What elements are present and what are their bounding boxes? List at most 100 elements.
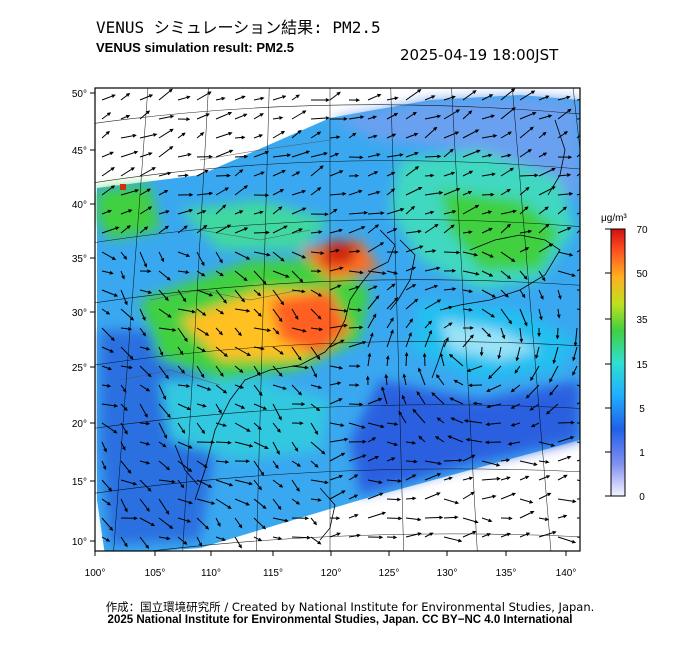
- wind-arrow: [424, 320, 433, 329]
- wind-arrow: [120, 92, 131, 101]
- wind-arrow: [196, 536, 203, 547]
- wind-arrow: [101, 365, 113, 371]
- wind-arrow: [386, 297, 399, 310]
- wind-arrow: [120, 308, 135, 321]
- wind-arrow: [538, 270, 546, 282]
- wind-arrow: [519, 112, 537, 120]
- wind-arrow: [462, 251, 479, 257]
- wind-arrow: [120, 251, 128, 260]
- wind-arrow: [500, 188, 511, 196]
- legend-tick-label: 15: [636, 360, 648, 371]
- wind-arrow: [234, 154, 249, 159]
- map-title-japanese: VENUS シミュレーション結果: PM2.5: [96, 18, 381, 37]
- wind-arrow: [472, 401, 483, 406]
- wind-arrow: [348, 474, 359, 481]
- wind-arrow: [405, 318, 414, 329]
- wind-arrow: [120, 225, 131, 234]
- wind-arrow: [329, 135, 341, 140]
- wind-arrow: [291, 94, 300, 101]
- map-frame: [94, 87, 581, 552]
- wind-arrow: [500, 476, 511, 481]
- wind-arrow: [348, 402, 364, 407]
- wind-arrow: [453, 379, 464, 386]
- wind-arrow: [291, 516, 310, 521]
- wind-arrow: [405, 205, 416, 215]
- wind-arrow: [443, 250, 461, 255]
- lat-tick-label: 45°: [72, 146, 87, 157]
- wind-arrow: [196, 498, 216, 505]
- wind-arrow: [196, 479, 213, 488]
- wind-arrow: [177, 365, 186, 374]
- wind-arrow: [535, 346, 540, 360]
- wind-arrow: [158, 210, 170, 215]
- wind-arrow: [576, 422, 580, 424]
- wind-arrow: [329, 192, 347, 196]
- wind-arrow: [481, 289, 497, 298]
- wind-arrow: [519, 289, 526, 299]
- wind-arrow: [538, 517, 550, 521]
- wind-arrow: [291, 110, 307, 120]
- wind-arrow: [158, 171, 172, 177]
- wind-arrow: [310, 116, 330, 120]
- wind-arrow: [529, 403, 540, 411]
- wind-arrow: [272, 441, 280, 455]
- wind-arrow: [519, 247, 530, 253]
- wind-arrow: [253, 270, 267, 285]
- wind-arrow: [447, 435, 464, 443]
- wind-arrow: [272, 460, 279, 470]
- wind-arrow: [367, 190, 381, 196]
- wind-arrow: [500, 458, 511, 463]
- wind-arrow: [101, 383, 112, 388]
- wind-arrow: [557, 474, 568, 481]
- wind-arrow: [418, 367, 426, 386]
- wind-arrow: [310, 289, 323, 297]
- wind-arrow: [538, 168, 556, 177]
- wind-arrow: [557, 498, 577, 504]
- wind-arrow: [443, 476, 453, 481]
- wind-arrow: [101, 346, 115, 353]
- wind-arrow: [253, 134, 264, 139]
- wind-arrow: [291, 441, 299, 452]
- wind-arrow: [462, 149, 481, 158]
- wind-arrow: [120, 422, 128, 435]
- wind-arrow: [348, 249, 361, 254]
- wind-arrow: [291, 479, 300, 492]
- wind-arrow: [234, 422, 251, 432]
- wind-arrow: [329, 323, 348, 329]
- wind-arrow: [253, 441, 269, 449]
- wind-arrow: [481, 192, 495, 197]
- wind-arrow: [196, 346, 206, 352]
- wind-arrow: [481, 210, 493, 215]
- wind-arrow: [519, 206, 529, 215]
- wind-arrow: [519, 173, 539, 178]
- wind-arrow: [486, 384, 502, 392]
- wind-arrow: [443, 305, 453, 310]
- wind-vectors: [101, 88, 580, 550]
- wind-arrow: [311, 98, 330, 102]
- wind-arrow: [234, 327, 242, 337]
- wind-arrow: [443, 210, 457, 215]
- wind-arrow: [348, 422, 366, 429]
- wind-arrow: [576, 402, 580, 405]
- wind-arrow: [412, 408, 426, 424]
- wind-arrow: [101, 422, 118, 434]
- wind-arrow: [291, 150, 311, 158]
- wind-arrow: [101, 441, 107, 453]
- legend-tick-label: 50: [636, 269, 648, 280]
- wind-arrow: [177, 208, 194, 215]
- wind-arrow: [367, 511, 387, 519]
- wind-arrow: [538, 492, 552, 500]
- wind-arrow: [405, 111, 417, 120]
- wind-arrow: [234, 441, 254, 448]
- wind-arrow: [500, 327, 506, 340]
- wind-arrow: [576, 212, 580, 215]
- wind-arrow: [310, 479, 329, 485]
- wind-arrow: [367, 352, 372, 367]
- wind-arrow: [310, 187, 322, 196]
- wind-arrow: [329, 437, 349, 443]
- wind-arrow: [177, 95, 191, 101]
- wind-arrow: [386, 457, 396, 462]
- wind-arrow: [538, 441, 556, 447]
- wind-arrow: [384, 373, 389, 386]
- wind-arrow: [405, 440, 417, 445]
